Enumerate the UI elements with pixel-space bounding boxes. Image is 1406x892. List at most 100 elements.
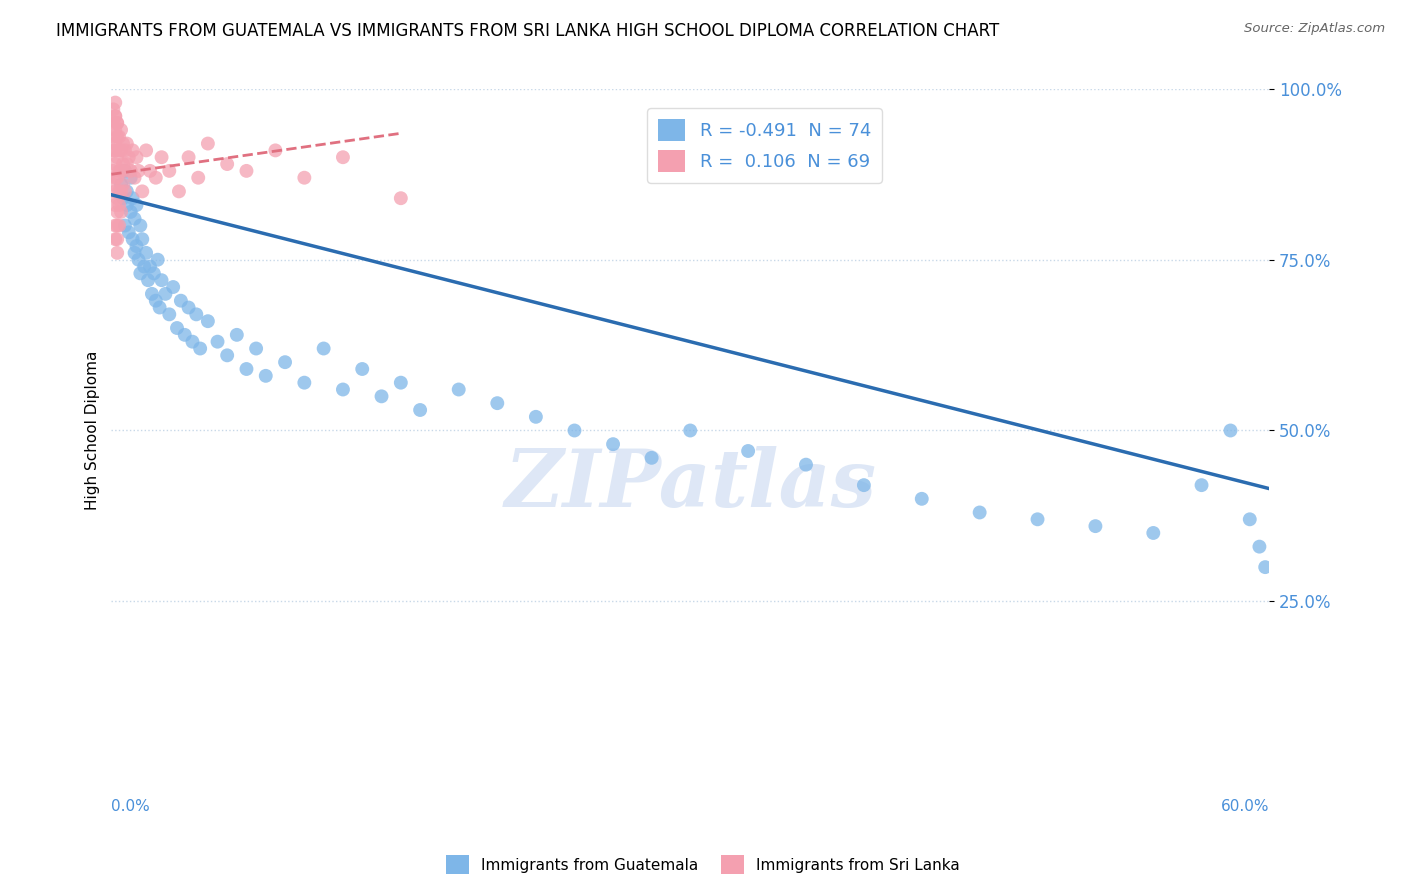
Text: 60.0%: 60.0% bbox=[1220, 799, 1270, 814]
Point bbox=[129, 266, 152, 280]
Point bbox=[142, 266, 165, 280]
Point bbox=[177, 150, 200, 164]
Point bbox=[104, 185, 127, 199]
Point bbox=[120, 164, 142, 178]
Point bbox=[125, 239, 148, 253]
Text: Source: ZipAtlas.com: Source: ZipAtlas.com bbox=[1244, 22, 1385, 36]
Point bbox=[794, 458, 817, 472]
Point bbox=[149, 301, 172, 315]
Point bbox=[111, 136, 134, 151]
Point bbox=[332, 383, 354, 397]
Point bbox=[105, 232, 128, 246]
Point bbox=[852, 478, 875, 492]
Text: IMMIGRANTS FROM GUATEMALA VS IMMIGRANTS FROM SRI LANKA HIGH SCHOOL DIPLOMA CORRE: IMMIGRANTS FROM GUATEMALA VS IMMIGRANTS … bbox=[56, 22, 1000, 40]
Point bbox=[1239, 512, 1261, 526]
Point bbox=[104, 95, 127, 110]
Point bbox=[110, 185, 132, 199]
Point bbox=[157, 307, 180, 321]
Point bbox=[103, 164, 125, 178]
Point bbox=[1191, 478, 1213, 492]
Point bbox=[110, 164, 132, 178]
Point bbox=[173, 327, 195, 342]
Point bbox=[292, 170, 315, 185]
Point bbox=[186, 307, 208, 321]
Point bbox=[524, 409, 547, 424]
Point bbox=[911, 491, 934, 506]
Point bbox=[108, 144, 131, 158]
Point bbox=[105, 170, 128, 185]
Point bbox=[167, 185, 190, 199]
Point bbox=[115, 157, 138, 171]
Point bbox=[155, 286, 177, 301]
Point bbox=[120, 205, 142, 219]
Point bbox=[135, 245, 157, 260]
Point bbox=[217, 157, 239, 171]
Point bbox=[114, 144, 136, 158]
Point bbox=[104, 144, 127, 158]
Point bbox=[162, 280, 184, 294]
Point bbox=[105, 245, 128, 260]
Point bbox=[332, 150, 354, 164]
Point bbox=[111, 191, 134, 205]
Point bbox=[104, 232, 127, 246]
Point bbox=[150, 273, 173, 287]
Point bbox=[602, 437, 624, 451]
Point bbox=[105, 116, 128, 130]
Point bbox=[104, 157, 127, 171]
Point bbox=[274, 355, 297, 369]
Point bbox=[136, 273, 159, 287]
Point bbox=[108, 129, 131, 144]
Point bbox=[105, 150, 128, 164]
Point bbox=[104, 136, 127, 151]
Text: ZIPatlas: ZIPatlas bbox=[505, 446, 876, 524]
Point bbox=[104, 109, 127, 123]
Point bbox=[135, 144, 157, 158]
Point bbox=[118, 226, 141, 240]
Point bbox=[207, 334, 229, 349]
Point bbox=[104, 109, 127, 123]
Point bbox=[235, 362, 257, 376]
Point bbox=[103, 178, 125, 192]
Point bbox=[103, 129, 125, 144]
Point bbox=[177, 301, 200, 315]
Point bbox=[129, 219, 152, 233]
Point bbox=[235, 164, 257, 178]
Point bbox=[115, 198, 138, 212]
Point bbox=[121, 144, 143, 158]
Point bbox=[105, 129, 128, 144]
Point bbox=[121, 191, 143, 205]
Point bbox=[118, 150, 141, 164]
Point bbox=[486, 396, 509, 410]
Point bbox=[166, 321, 188, 335]
Point bbox=[108, 185, 131, 199]
Point bbox=[114, 185, 136, 199]
Point bbox=[389, 191, 412, 205]
Point bbox=[124, 245, 146, 260]
Y-axis label: High School Diploma: High School Diploma bbox=[86, 351, 100, 510]
Point bbox=[146, 252, 169, 267]
Point bbox=[104, 123, 127, 137]
Point bbox=[105, 205, 128, 219]
Point bbox=[104, 198, 127, 212]
Point bbox=[640, 450, 662, 465]
Point bbox=[121, 232, 143, 246]
Point bbox=[108, 198, 131, 212]
Point bbox=[110, 144, 132, 158]
Point bbox=[103, 116, 125, 130]
Point bbox=[124, 211, 146, 226]
Point bbox=[312, 342, 335, 356]
Point bbox=[125, 198, 148, 212]
Point bbox=[114, 164, 136, 178]
Point bbox=[110, 178, 132, 192]
Point bbox=[217, 348, 239, 362]
Point bbox=[264, 144, 287, 158]
Point bbox=[105, 219, 128, 233]
Point bbox=[105, 191, 128, 205]
Point bbox=[447, 383, 470, 397]
Point bbox=[141, 286, 163, 301]
Point bbox=[111, 178, 134, 192]
Point bbox=[114, 219, 136, 233]
Point bbox=[115, 136, 138, 151]
Point bbox=[409, 403, 432, 417]
Point bbox=[110, 205, 132, 219]
